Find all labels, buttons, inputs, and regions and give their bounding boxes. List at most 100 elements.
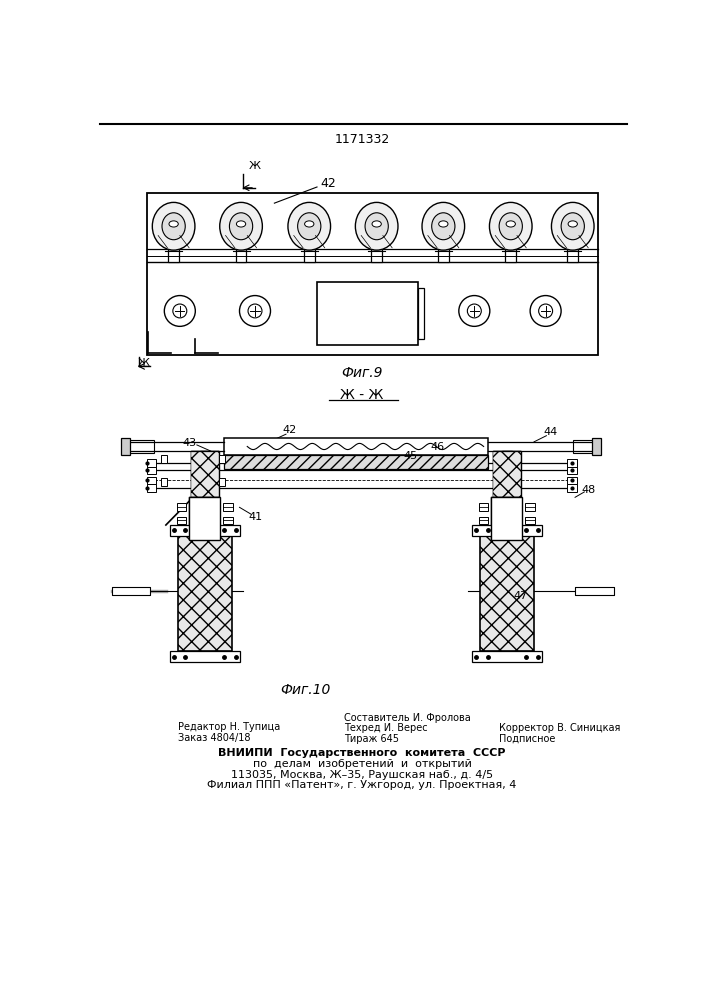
Text: ВНИИПИ  Государственного  комитета  СССР: ВНИИПИ Государственного комитета СССР (218, 748, 506, 758)
Ellipse shape (568, 221, 578, 227)
Ellipse shape (305, 221, 314, 227)
Ellipse shape (162, 213, 185, 240)
Text: Фиг.10: Фиг.10 (280, 683, 331, 697)
Bar (573, 440, 600, 453)
Ellipse shape (230, 213, 252, 240)
Bar (525, 503, 534, 511)
Bar (161, 478, 168, 486)
Bar (191, 451, 218, 497)
Circle shape (530, 296, 561, 326)
Bar (491, 497, 522, 540)
Bar (567, 249, 578, 262)
Bar (235, 249, 247, 262)
Bar (146, 484, 156, 492)
Text: 44: 44 (543, 427, 557, 437)
Bar (567, 459, 577, 466)
Ellipse shape (372, 221, 381, 227)
Bar (218, 478, 225, 486)
Ellipse shape (298, 213, 321, 240)
Bar (438, 249, 449, 262)
Bar (472, 651, 542, 662)
Text: Подписное: Подписное (499, 734, 556, 744)
Bar (177, 536, 232, 651)
Text: по  делам  изобретений  и  открытий: по делам изобретений и открытий (252, 759, 472, 769)
Bar (177, 517, 186, 524)
Bar (224, 455, 488, 469)
Text: Филиал ППП «Патент», г. Ужгород, ул. Проектная, 4: Филиал ППП «Патент», г. Ужгород, ул. Про… (207, 780, 517, 790)
Bar (127, 440, 154, 453)
Bar (506, 249, 516, 262)
Ellipse shape (365, 213, 388, 240)
Bar (418, 288, 424, 339)
Circle shape (240, 296, 271, 326)
Text: Фиг.9: Фиг.9 (341, 366, 382, 380)
Ellipse shape (499, 213, 522, 240)
Text: Ж - Ж: Ж - Ж (340, 388, 384, 402)
Bar (146, 466, 156, 474)
Bar (479, 517, 489, 524)
Text: Тираж 645: Тираж 645 (344, 734, 399, 744)
Text: 43: 43 (182, 438, 196, 448)
Bar (146, 193, 598, 355)
Ellipse shape (169, 221, 178, 227)
Ellipse shape (220, 202, 262, 250)
Bar (479, 503, 489, 511)
Text: 1171332: 1171332 (334, 133, 390, 146)
Circle shape (164, 296, 195, 326)
Ellipse shape (422, 202, 464, 250)
Circle shape (459, 296, 490, 326)
Text: 113035, Москва, Ж–35, Раушская наб., д. 4/5: 113035, Москва, Ж–35, Раушская наб., д. … (231, 770, 493, 780)
Bar (567, 466, 577, 474)
Bar (493, 451, 521, 497)
Bar (223, 517, 233, 524)
Ellipse shape (438, 221, 448, 227)
Bar (502, 451, 512, 659)
Text: Редактор Н. Тупица: Редактор Н. Тупица (177, 722, 280, 732)
Bar (189, 497, 220, 540)
Ellipse shape (489, 202, 532, 250)
Ellipse shape (432, 213, 455, 240)
Ellipse shape (356, 202, 398, 250)
Text: Составитель И. Фролова: Составитель И. Фролова (344, 713, 471, 723)
Bar (161, 455, 168, 463)
Ellipse shape (506, 221, 515, 227)
Bar (121, 438, 130, 455)
Text: 42: 42 (283, 425, 297, 435)
Ellipse shape (561, 213, 585, 240)
Bar (112, 587, 151, 595)
Bar (224, 438, 488, 455)
Bar (525, 517, 534, 524)
Ellipse shape (152, 202, 195, 250)
Bar (177, 503, 186, 511)
Text: 45: 45 (403, 451, 417, 461)
Bar (480, 536, 534, 651)
Bar (491, 497, 522, 540)
Ellipse shape (551, 202, 594, 250)
Text: 42: 42 (321, 177, 337, 190)
Ellipse shape (288, 202, 331, 250)
Bar (170, 651, 240, 662)
Bar (567, 477, 577, 484)
Bar (223, 503, 233, 511)
Text: 47: 47 (514, 591, 528, 601)
Bar (592, 438, 602, 455)
Bar (200, 451, 209, 659)
Text: Заказ 4804/18: Заказ 4804/18 (177, 733, 250, 743)
Bar (567, 484, 577, 492)
Bar (304, 249, 315, 262)
Bar (218, 455, 225, 463)
Bar (371, 249, 382, 262)
Bar (189, 497, 220, 540)
Text: 41: 41 (248, 512, 262, 522)
Text: Ж: Ж (248, 161, 260, 171)
Bar (493, 451, 521, 497)
Bar (191, 451, 218, 497)
Text: Корректор В. Синицкая: Корректор В. Синицкая (499, 723, 621, 733)
Bar (146, 477, 156, 484)
Bar (472, 525, 542, 536)
Bar (575, 587, 614, 595)
Bar (146, 459, 156, 466)
Text: Техред И. Верес: Техред И. Верес (344, 723, 428, 733)
Text: Ж: Ж (138, 358, 150, 368)
Text: 46: 46 (430, 442, 444, 452)
